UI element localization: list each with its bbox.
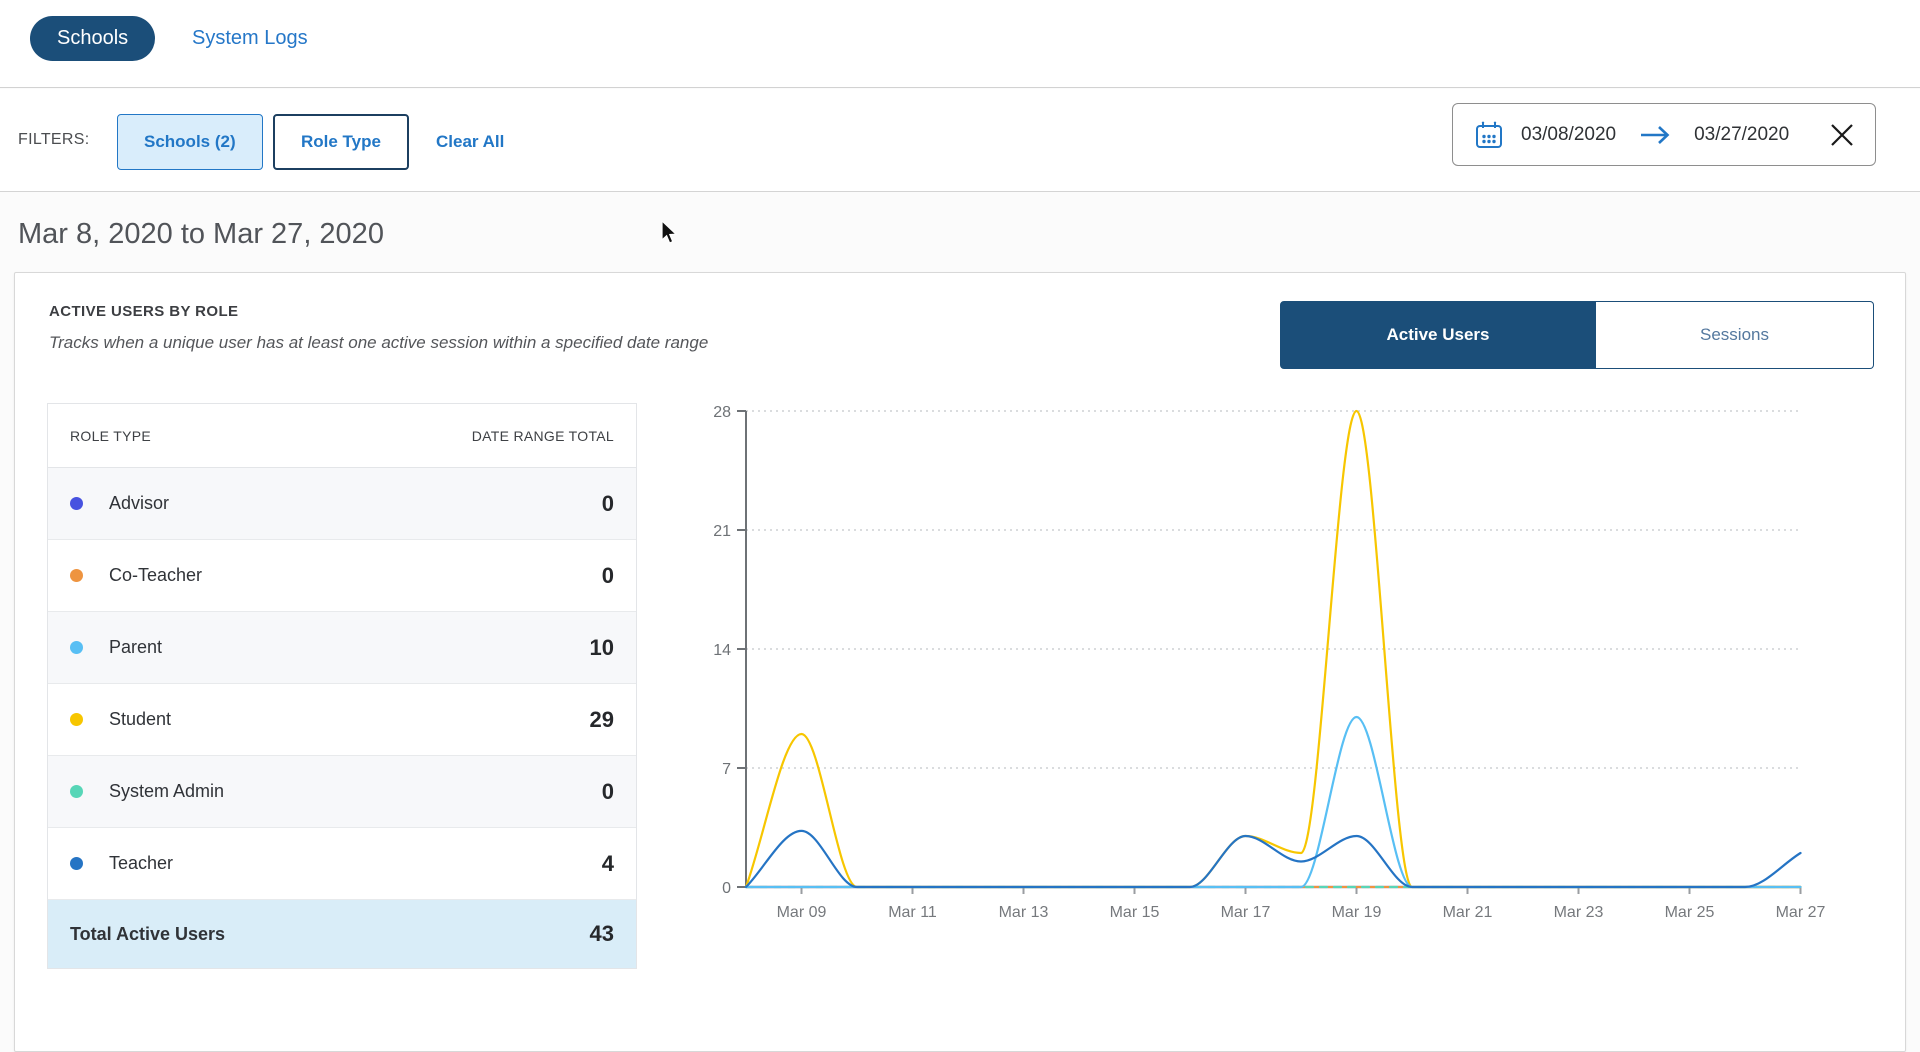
role-color-dot bbox=[70, 785, 83, 798]
clear-all-link[interactable]: Clear All bbox=[436, 132, 505, 151]
tab-active-users[interactable]: Active Users bbox=[1280, 301, 1596, 369]
role-total-value: 4 bbox=[601, 850, 614, 876]
end-date-value[interactable]: 03/27/2020 bbox=[1694, 123, 1790, 145]
y-tick-label: 21 bbox=[713, 523, 731, 540]
x-tick-label: Mar 19 bbox=[1332, 904, 1382, 921]
line-series-parent bbox=[744, 715, 1802, 889]
role-totals-table: ROLE TYPE DATE RANGE TOTAL Advisor 0 Co-Te… bbox=[47, 403, 637, 969]
y-tick-label: 14 bbox=[713, 642, 731, 659]
role-total-value: 29 bbox=[589, 706, 614, 732]
system-logs-link[interactable]: System Logs bbox=[192, 27, 308, 49]
role-color-dot bbox=[70, 857, 83, 870]
role-total-value: 0 bbox=[601, 562, 614, 588]
x-tick-label: Mar 23 bbox=[1554, 904, 1604, 921]
active-users-card: ACTIVE USERS BY ROLE Tracks when a uniqu… bbox=[14, 272, 1906, 1052]
table-row-system-admin: System Admin 0 bbox=[48, 756, 636, 828]
y-tick-label: 28 bbox=[713, 404, 731, 421]
filter-bar: FILTERS: Schools (2) Role Type Clear All… bbox=[0, 89, 1920, 192]
filters-label: FILTERS: bbox=[18, 131, 90, 148]
x-tick-label: Mar 25 bbox=[1665, 904, 1715, 921]
date-range-picker[interactable]: 03/08/2020 03/27/2020 bbox=[1452, 103, 1876, 166]
y-tick-label: 7 bbox=[722, 761, 731, 778]
role-label: Student bbox=[109, 709, 172, 729]
table-row-parent: Parent 10 bbox=[48, 612, 636, 684]
role-label: Teacher bbox=[109, 853, 174, 873]
x-tick-label: Mar 13 bbox=[999, 904, 1049, 921]
x-tick-label: Mar 27 bbox=[1776, 904, 1826, 921]
role-color-dot bbox=[70, 641, 83, 654]
role-color-dot bbox=[70, 713, 83, 726]
total-label: Total Active Users bbox=[70, 923, 226, 944]
table-row-co-teacher: Co-Teacher 0 bbox=[48, 540, 636, 612]
schools-filter-button[interactable]: Schools (2) bbox=[117, 114, 263, 170]
table-header-row: ROLE TYPE DATE RANGE TOTAL bbox=[48, 404, 636, 468]
active-users-line-chart[interactable]: 0 7 14 21 28 Mar 09 Mar 11 Mar 13 Mar 15 Mar 17 Ma… bbox=[701, 391, 1871, 951]
table-row-advisor: Advisor 0 bbox=[48, 468, 636, 540]
line-series-student bbox=[744, 409, 1802, 889]
card-title: ACTIVE USERS BY ROLE bbox=[49, 303, 239, 320]
col-role-type: ROLE TYPE bbox=[70, 427, 152, 444]
x-tick-label: Mar 15 bbox=[1110, 904, 1160, 921]
tab-sessions[interactable]: Sessions bbox=[1596, 301, 1874, 369]
role-label: Co-Teacher bbox=[109, 565, 203, 585]
page-title: Mar 8, 2020 to Mar 27, 2020 bbox=[18, 218, 384, 250]
mouse-cursor bbox=[660, 219, 682, 251]
role-type-filter-button[interactable]: Role Type bbox=[273, 114, 409, 170]
clear-date-range-icon[interactable] bbox=[1829, 122, 1855, 148]
card-subtitle: Tracks when a unique user has at least o… bbox=[49, 333, 709, 352]
table-row-student: Student 29 bbox=[48, 684, 636, 756]
total-active-users-row: Total Active Users 43 bbox=[48, 900, 636, 968]
total-value: 43 bbox=[589, 921, 614, 946]
role-label: System Admin bbox=[109, 781, 225, 801]
table-row-teacher: Teacher 4 bbox=[48, 828, 636, 900]
line-series-teacher bbox=[744, 829, 1802, 889]
role-color-dot bbox=[70, 497, 83, 510]
chart-mode-tabs: Active Users Sessions bbox=[1280, 301, 1874, 369]
y-tick-label: 0 bbox=[722, 880, 731, 897]
top-nav: Schools System Logs bbox=[0, 0, 1920, 88]
role-label: Advisor bbox=[109, 493, 170, 513]
start-date-value[interactable]: 03/08/2020 bbox=[1521, 123, 1617, 145]
role-total-value: 10 bbox=[589, 634, 614, 660]
role-total-value: 0 bbox=[601, 490, 614, 516]
role-label: Parent bbox=[109, 637, 163, 657]
x-tick-label: Mar 09 bbox=[777, 904, 827, 921]
x-tick-label: Mar 17 bbox=[1221, 904, 1271, 921]
role-total-value: 0 bbox=[601, 778, 614, 804]
schools-nav-button[interactable]: Schools bbox=[30, 16, 156, 61]
x-tick-label: Mar 11 bbox=[888, 904, 937, 921]
x-tick-label: Mar 21 bbox=[1443, 904, 1493, 921]
col-date-range-total: DATE RANGE TOTAL bbox=[471, 427, 614, 444]
role-color-dot bbox=[70, 569, 83, 582]
arrow-right-icon bbox=[1638, 123, 1672, 147]
calendar-icon bbox=[1473, 119, 1505, 151]
